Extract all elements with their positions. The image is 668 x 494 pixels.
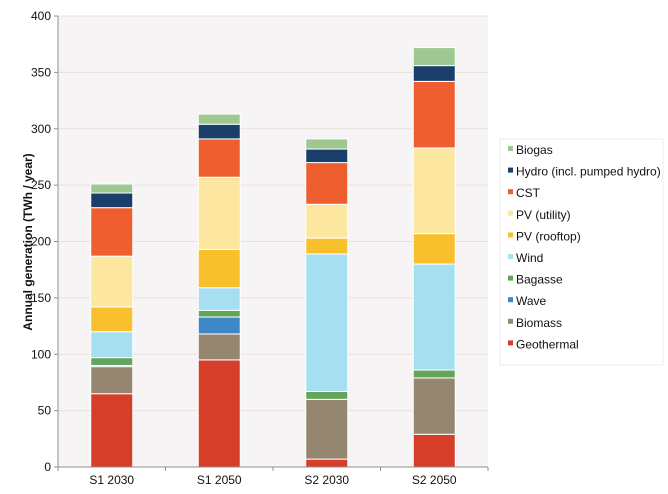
legend-label: CST [516,186,541,200]
bar-segment-wind [90,331,134,359]
y-tick-label: 250 [31,178,51,192]
legend-swatch [508,340,513,346]
bar-segment-wave [197,316,241,335]
bar-segment-biomass [197,333,241,361]
bar-segment-pv-utility [412,147,456,235]
legend-label: Biogas [516,143,553,157]
bar-segment-hydro-incl-pumped-hydro [197,123,241,140]
bar-segment-bagasse [305,390,349,400]
bar-segment-pv-rooftop [305,237,349,255]
bar-segment-bagasse [197,309,241,318]
legend-box [499,138,664,366]
bar-segment-pv-utility [90,255,134,308]
bar-segment-biogas [412,47,456,67]
bar-segment-pv-rooftop [90,306,134,333]
bar-segment-geothermal [197,359,241,468]
legend-swatch [508,254,513,259]
y-tick-label: 0 [44,460,51,474]
bar-segment-hydro-incl-pumped-hydro [305,148,349,164]
bar-segment-geothermal [412,433,456,468]
bar-segment-geothermal [90,393,134,468]
bar-segment-biogas [197,113,241,125]
bar-segment-hydro-incl-pumped-hydro [412,65,456,82]
bar-segment-cst [412,80,456,149]
x-tick-label: S1 2030 [89,473,134,487]
y-tick-label: 400 [31,9,51,23]
bar-segment-cst [305,162,349,205]
bar-segment-cst [197,138,241,178]
legend-label: Geothermal [516,337,579,351]
legend-label: Biomass [516,316,562,330]
legend-swatch [508,297,513,303]
y-axis-label: Annual generation (TWh / year) [21,153,35,330]
x-tick-label: S2 2030 [304,473,349,487]
bar-segment-cst [90,207,134,257]
legend-label: Bagasse [516,273,563,287]
legend-swatch [508,318,513,324]
y-tick-label: 350 [31,65,51,79]
bar-segment-biogas [90,183,134,194]
bar-segment-pv-rooftop [197,248,241,289]
bar-segment-hydro-incl-pumped-hydro [90,192,134,209]
legend-swatch [508,275,513,281]
x-tick-label: S2 2050 [412,473,457,487]
legend-swatch [508,167,513,173]
legend-label: PV (rooftop) [516,229,581,243]
bar-segment-bagasse [412,369,456,379]
y-tick-label: 200 [31,235,51,249]
bar-segment-biomass [305,398,349,460]
legend-label: PV (utility) [516,208,571,222]
bar-segment-wind [197,287,241,311]
legend-swatch [508,146,513,151]
y-tick-label: 150 [31,291,51,305]
y-tick-label: 300 [31,122,51,136]
bar-segment-biomass [412,377,456,435]
bar-segment-wind [305,253,349,392]
x-tick-label: S1 2050 [197,473,242,487]
bar-segment-geothermal [305,458,349,468]
legend-label: Wind [516,251,543,265]
legend: Biogas Hydro (incl. pumped hydro) CST PV (u… [508,143,661,351]
bar-segment-wind [412,263,456,371]
legend-label: Hydro (incl. pumped hydro) [516,165,661,179]
bar-segment-pv-utility [305,203,349,239]
legend-swatch [508,189,513,195]
y-tick-label: 100 [31,347,51,361]
bar-segment-biogas [305,138,349,150]
bar-segment-biomass [90,366,134,395]
legend-swatch [508,210,513,216]
legend-swatch [508,232,513,238]
y-tick-label: 50 [38,404,52,418]
legend-label: Wave [516,294,547,308]
bar-segment-pv-utility [197,176,241,250]
bar-segment-pv-rooftop [412,233,456,265]
bar-segment-bagasse [90,357,134,367]
